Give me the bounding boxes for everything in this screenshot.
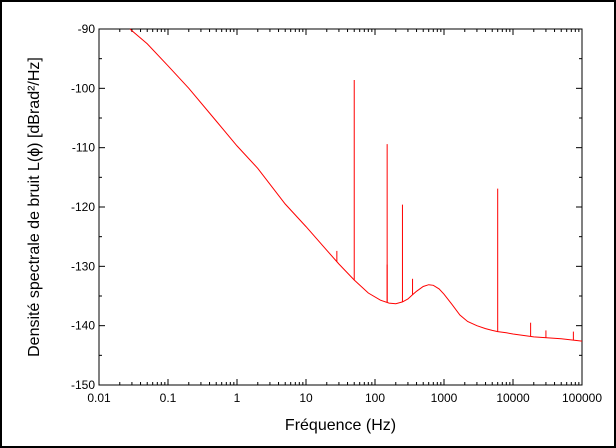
plot-data-group (129, 28, 583, 342)
y-tick-label: -90 (78, 22, 96, 36)
y-tick-label: -120 (71, 200, 95, 214)
x-tick-label: 100 (365, 391, 385, 405)
x-tick-label: 0.1 (160, 391, 177, 405)
x-tick-label: 100000 (562, 391, 602, 405)
axis-tick-labels: 0.01 0.1 1 10 100 1000 10000 100000 -150 -140 -130… (71, 22, 602, 405)
x-tick-label: 1000 (431, 391, 458, 405)
y-axis-title: Densité spectrale de bruit L(ϕ) [dBrad²/… (26, 57, 43, 357)
y-tick-label: -150 (71, 378, 95, 392)
y-tick-label: -140 (71, 319, 95, 333)
x-tick-label: 0.01 (87, 391, 111, 405)
x-tick-label: 10000 (496, 391, 530, 405)
y-tick-label: -110 (72, 141, 95, 155)
x-tick-label: 10 (299, 391, 313, 405)
x-tick-label: 1 (234, 391, 241, 405)
x-axis-title: Fréquence (Hz) (285, 417, 396, 434)
y-tick-label: -130 (71, 259, 95, 273)
y-tick-label: -100 (71, 81, 95, 95)
axis-ticks (98, 28, 583, 386)
plot-area (98, 28, 583, 386)
